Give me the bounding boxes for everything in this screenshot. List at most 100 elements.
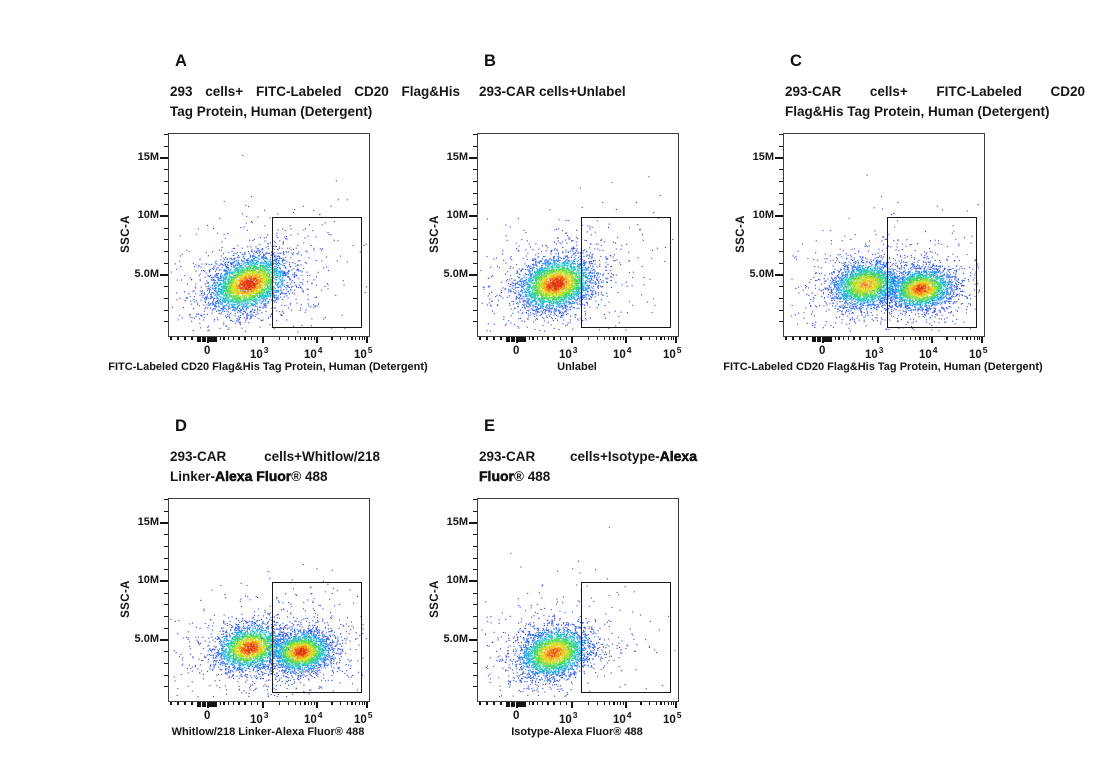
flow-plot-E: E 293-CAR cells+Isotype-Alexa Fluor® 488 … (402, 413, 762, 751)
y-tick-label: 10M (446, 573, 468, 586)
panel-letter: C (790, 52, 802, 70)
x-axis-label: Isotype-Alexa Fluor® 488 (511, 726, 643, 738)
axis-tick (613, 701, 615, 705)
axis-tick (961, 336, 963, 340)
axis-tick (346, 336, 348, 340)
x-tick-exponent: 4 (932, 344, 938, 355)
axis-tick (603, 701, 606, 705)
axis-tick (842, 336, 845, 340)
axis-tick (778, 239, 783, 241)
axis-tick (346, 701, 348, 705)
axis-tick (587, 701, 589, 705)
x-tick-exponent: 5 (676, 344, 682, 355)
x-tick-exponent: 4 (626, 709, 632, 720)
x-axis-label: FITC-Labeled CD20 Flag&His Tag Protein, … (723, 361, 1043, 373)
flow-plot-C: C 293-CAR cells+ FITC-Labeled CD20 Flag&H… (708, 48, 1085, 386)
axis-tick (486, 336, 488, 340)
axis-tick (559, 701, 562, 705)
axis-tick (472, 169, 477, 171)
axis-tick (184, 701, 186, 705)
axis-tick (170, 701, 172, 705)
axis-tick (215, 701, 218, 707)
axis-tick (250, 336, 253, 340)
axis-tick (778, 251, 783, 253)
axis-tick (812, 336, 814, 342)
axis-tick (163, 134, 168, 136)
x-tick-base: 10 (613, 713, 626, 726)
axis-tick (919, 336, 921, 340)
axis-tick (366, 336, 368, 343)
title-segment: 293-CAR cells+Isotype- (479, 449, 660, 464)
axis-tick (469, 522, 477, 524)
x-tick-base: 10 (919, 348, 932, 361)
axis-tick (163, 297, 168, 299)
x-tick-label: 0 (513, 710, 519, 722)
axis-tick (472, 604, 477, 606)
axis-tick (510, 701, 513, 707)
axis-tick (822, 336, 824, 343)
axis-tick (472, 592, 477, 594)
axis-tick (664, 701, 666, 705)
scatter-density-canvas (478, 134, 678, 336)
x-axis-label: FITC-Labeled CD20 Flag&His Tag Protein, … (108, 361, 428, 373)
axis-tick (926, 336, 928, 340)
axis-tick (355, 701, 357, 705)
axis-tick (163, 145, 168, 147)
axis-tick (163, 169, 168, 171)
gate-rectangle (272, 217, 362, 328)
axis-tick (893, 336, 895, 340)
x-tick-exponent: 3 (263, 709, 269, 720)
x-tick-exponent: 3 (878, 344, 884, 355)
title-segment: 293-CAR cells+Whitlow/218 (170, 449, 380, 464)
axis-tick (519, 336, 522, 342)
y-axis-label: SSC-A (735, 215, 747, 253)
axis-tick (785, 336, 787, 340)
plot-frame (477, 498, 679, 702)
axis-tick (288, 336, 290, 340)
axis-tick (778, 262, 783, 264)
axis-tick (799, 336, 801, 340)
axis-tick (294, 336, 297, 340)
axis-tick (853, 336, 855, 340)
axis-tick (655, 701, 657, 705)
x-tick-label: 0 (819, 345, 825, 357)
axis-tick (617, 701, 619, 705)
y-tick-label: 15M (752, 150, 774, 163)
gate-rectangle (887, 217, 977, 328)
axis-tick (506, 701, 508, 707)
x-tick-base: 10 (663, 348, 676, 361)
axis-tick (472, 297, 477, 299)
axis-tick (778, 180, 783, 182)
axis-tick (778, 192, 783, 194)
axis-tick (358, 336, 360, 340)
axis-tick (778, 169, 783, 171)
axis-tick (472, 251, 477, 253)
axis-tick (472, 180, 477, 182)
y-tick-label: 15M (446, 150, 468, 163)
axis-tick (472, 662, 477, 664)
y-tick-label: 5.0M (134, 632, 159, 645)
axis-tick (163, 180, 168, 182)
plot-title: 293-CAR cells+Whitlow/218 Linker-Alexa Fl… (170, 447, 380, 486)
y-axis-label: SSC-A (429, 580, 441, 618)
axis-tick (640, 336, 642, 340)
axis-tick (825, 336, 828, 342)
axis-tick (262, 701, 264, 708)
axis-tick (512, 336, 515, 342)
x-tick-exponent: 3 (572, 344, 578, 355)
axis-tick (792, 336, 794, 340)
axis-tick (256, 701, 259, 705)
x-tick-base: 10 (865, 348, 878, 361)
x-axis-label: Whitlow/218 Linker-Alexa Fluor® 488 (171, 726, 365, 738)
axis-tick (469, 639, 477, 641)
axis-tick (472, 145, 477, 147)
axis-tick (472, 204, 477, 206)
axis-tick (199, 336, 202, 342)
y-tick-label: 5.0M (749, 267, 774, 280)
axis-tick (532, 336, 534, 340)
y-axis-label: SSC-A (120, 215, 132, 253)
axis-tick (830, 336, 833, 342)
axis-tick (191, 701, 193, 705)
title-segment: Tag Protein, Human (Detergent) (170, 103, 373, 119)
axis-tick (675, 336, 677, 343)
